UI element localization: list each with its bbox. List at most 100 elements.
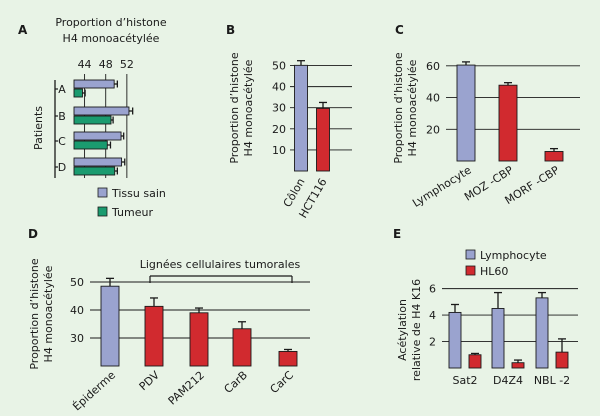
panel-e-bar-hl60 xyxy=(555,351,569,369)
panel-c-bar xyxy=(456,64,476,162)
panel-b-ytick-label: 20 xyxy=(272,123,286,136)
panel-e-ytick-label: 6 xyxy=(429,283,436,296)
panel-e-legend-label-hl60: HL60 xyxy=(480,265,508,278)
panel-e-error-hl60 xyxy=(471,352,479,355)
panel-a-bar-tissu-sain xyxy=(73,79,115,89)
panel-c-ytick-label: 40 xyxy=(426,92,440,105)
panel-a-title-line-1: Proportion d’histone xyxy=(55,16,167,29)
panel-letter-a: A xyxy=(18,23,28,37)
panel-a-bar-tumeur xyxy=(73,88,83,98)
panel-c-error-bar xyxy=(462,61,470,66)
panel-e-ylabel-line-2: relative de H4 K16 xyxy=(410,279,423,381)
panel-b-bar xyxy=(294,64,308,172)
panel-a-error-tissu-sain xyxy=(114,80,118,88)
panel-letter-c: C xyxy=(395,23,404,37)
panel-d-annotation: Lignées cellulaires tumorales xyxy=(140,258,301,271)
panel-e-legend-label-lymphocyte: Lymphocyte xyxy=(480,249,547,262)
panel-a-xtick-label: 44 xyxy=(78,58,92,71)
panel-a-ylabel: Patients xyxy=(32,106,45,150)
panel-a-error-tumeur xyxy=(107,141,112,149)
panel-e-legend-swatch-hl60 xyxy=(465,265,476,276)
panel-a-error-tissu-sain xyxy=(128,107,134,115)
panel-d-ytick-label: 40 xyxy=(70,304,84,317)
panel-b-ytick-label: 40 xyxy=(272,81,286,94)
panel-a-category-label: D xyxy=(58,161,66,174)
panel-a-bar-tumeur xyxy=(73,166,116,176)
panel-d-error-bar xyxy=(195,307,203,313)
panel-a-bar-tissu-sain xyxy=(73,157,123,167)
panel-e-error-lymphocyte xyxy=(451,303,459,313)
panel-e-error-hl60 xyxy=(558,338,566,353)
panel-c-bar xyxy=(498,84,518,162)
panel-letter-b: B xyxy=(226,23,235,37)
panel-b-ytick-label: 50 xyxy=(272,60,286,73)
panel-a-bar-tissu-sain xyxy=(73,131,122,141)
panel-d-error-bar xyxy=(284,348,292,352)
panel-a-error-tissu-sain xyxy=(121,158,126,166)
panel-a-error-tissu-sain xyxy=(121,132,125,140)
panel-a-error-tumeur xyxy=(111,116,114,124)
panel-c-ytick-label: 60 xyxy=(426,60,440,73)
panel-a-legend-swatch-tissu-sain xyxy=(97,187,108,198)
panel-d-ylabel-line-2: H4 monoacétylée xyxy=(42,265,55,362)
panel-d-bar xyxy=(278,350,298,367)
panel-b-error-bar xyxy=(297,60,305,66)
panel-letter-e: E xyxy=(393,227,401,241)
panel-e-error-hl60 xyxy=(514,359,522,363)
panel-e-legend-swatch-lymphocyte xyxy=(465,249,476,260)
panel-b-bar xyxy=(316,107,330,172)
panel-d-error-bar xyxy=(238,321,246,329)
panel-e-error-lymphocyte xyxy=(494,291,502,309)
panel-d-ytick-label: 30 xyxy=(70,332,84,345)
panel-d-ylabel-line-1: Proportion d’histone xyxy=(28,258,41,370)
panel-a-chart: Proportion d’histone H4 monoacétylée Pat… xyxy=(32,16,167,219)
panel-a-legend-swatch-tumeur xyxy=(97,206,108,217)
panel-a-error-tumeur xyxy=(114,167,118,175)
panel-e-ylabel-line-1: Acétylation xyxy=(396,299,409,361)
panel-e-chart: Acétylation relative de H4 K16 2 4 6 Sat2 D4… xyxy=(396,249,578,387)
panel-c-error-bar xyxy=(504,82,512,86)
panel-a-category-label: B xyxy=(58,110,66,123)
panel-d-bar xyxy=(232,328,252,367)
panel-e-category-label: NBL -2 xyxy=(534,374,570,387)
panel-a-category-label: C xyxy=(58,135,66,148)
panel-e-bar-lymphocyte xyxy=(535,297,549,369)
panel-d-bar xyxy=(144,305,164,367)
panel-e-bar-hl60 xyxy=(511,362,525,369)
panel-e-error-lymphocyte xyxy=(538,291,546,298)
panel-e-ytick-label: 2 xyxy=(429,336,436,349)
panel-c-ytick-label: 20 xyxy=(426,123,440,136)
panel-a-bar-tumeur xyxy=(73,140,108,150)
panel-c-error-bar xyxy=(550,147,558,152)
panel-e-bar-lymphocyte xyxy=(448,311,462,369)
panel-a-title-line-2: H4 monoacétylée xyxy=(63,32,160,45)
panel-d-bar xyxy=(189,312,209,367)
panel-d-error-bar xyxy=(150,297,158,307)
panel-b-error-bar xyxy=(319,101,327,109)
panel-a-error-tumeur xyxy=(82,89,86,97)
panel-a-bar-tumeur xyxy=(73,115,112,125)
panel-a-category-label: A xyxy=(58,83,66,96)
panel-e-bar-lymphocyte xyxy=(491,308,505,369)
panel-b-chart: Proportion d’histone H4 monoacétylée 10 2… xyxy=(228,52,352,220)
panel-e-ytick-label: 4 xyxy=(429,309,436,322)
panel-b-ytick-label: 10 xyxy=(272,144,286,157)
panel-b-ytick-label: 30 xyxy=(272,102,286,115)
panel-a-legend-label-tissu-sain: Tissu sain xyxy=(111,187,166,200)
panel-d-ytick-label: 50 xyxy=(70,276,84,289)
panel-e-category-label: D4Z4 xyxy=(493,374,523,387)
panel-e-category-label: Sat2 xyxy=(452,374,477,387)
panel-a-xtick-label: 48 xyxy=(99,58,113,71)
panel-c-ylabel-line-1: Proportion d’histone xyxy=(392,52,405,164)
panel-b-ylabel-line-2: H4 monoacétylée xyxy=(242,59,255,156)
panel-letter-d: D xyxy=(28,227,38,241)
panel-a-legend-label-tumeur: Tumeur xyxy=(111,206,153,219)
panel-c-bar xyxy=(544,151,564,162)
panel-d-error-bar xyxy=(106,277,114,287)
panel-d-bar xyxy=(100,285,120,367)
panel-a-xtick-label: 52 xyxy=(120,58,134,71)
panel-a-bar-tissu-sain xyxy=(73,106,130,116)
panel-b-ylabel-line-1: Proportion d’histone xyxy=(228,52,241,164)
panel-e-bar-hl60 xyxy=(468,354,482,369)
